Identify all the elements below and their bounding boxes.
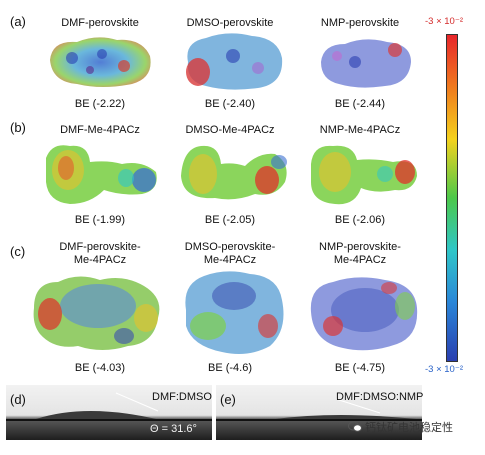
mol-title-c3-line2: Me-4PACz — [333, 254, 387, 266]
be-a1: BE (-2.22) — [74, 98, 126, 110]
mol-title-a1: DMF-perovskite — [61, 17, 139, 29]
panel-letter-c: (c) — [10, 244, 26, 259]
mol-title-b1: DMF-Me-4PACz — [60, 124, 140, 136]
mol-title-c1-line2: Me-4PACz — [73, 254, 127, 266]
be-c2: BE (-4.6) — [207, 362, 252, 374]
contact-angle-photo-d — [6, 385, 212, 440]
esp-surface-dmf-me4pacz — [38, 138, 163, 210]
panel-letter-a: (a) — [10, 14, 26, 29]
colorbar-bottom-label: -3 × 10⁻² — [425, 364, 464, 375]
esp-surface-dmso-perovskite — [178, 28, 288, 94]
be-b2: BE (-2.05) — [204, 214, 256, 226]
mol-title-c2-line2: Me-4PACz — [203, 254, 257, 266]
be-b1: BE (-1.99) — [74, 214, 126, 226]
be-c1: BE (-4.03) — [74, 362, 126, 374]
esp-surface-dmso-me4pacz — [175, 136, 295, 208]
mol-title-c2-line1: DMSO-perovskite- — [184, 241, 276, 253]
mol-title-a3: NMP-perovskite — [320, 17, 400, 29]
esp-surface-nmp-me4pacz — [305, 138, 423, 210]
be-a3: BE (-2.44) — [334, 98, 386, 110]
mol-title-a2: DMSO-perovskite — [186, 17, 274, 29]
be-a2: BE (-2.40) — [204, 98, 256, 110]
watermark-text: 钙钛矿电池稳定性 — [365, 422, 453, 434]
contact-angle-photo-e — [216, 385, 422, 440]
photo-d-label: DMF:DMSO — [152, 391, 212, 403]
colorbar — [446, 34, 458, 362]
mol-title-c1-line1: DMF-perovskite- — [59, 241, 141, 253]
photo-d-angle: Θ = 31.6° — [150, 423, 197, 435]
photo-e-label: DMF:DMSO:NMP — [336, 391, 424, 403]
esp-surface-dmf-perovskite-me4pacz — [28, 268, 168, 356]
colorbar-top-label: -3 × 10⁻² — [425, 16, 464, 27]
be-c3: BE (-4.75) — [334, 362, 386, 374]
panel-letter-e: (e) — [220, 392, 236, 407]
mol-title-c3-line1: NMP-perovskite- — [319, 241, 401, 253]
esp-surface-dmso-perovskite-me4pacz — [178, 266, 290, 358]
mol-title-b3: NMP-Me-4PACz — [319, 124, 401, 136]
panel-letter-b: (b) — [10, 120, 26, 135]
esp-surface-dmf-perovskite — [42, 30, 157, 92]
mol-title-b2: DMSO-Me-4PACz — [185, 124, 275, 136]
panel-letter-d: (d) — [10, 392, 26, 407]
esp-surface-nmp-perovskite — [315, 32, 415, 92]
esp-surface-nmp-perovskite-me4pacz — [305, 270, 423, 354]
be-b3: BE (-2.06) — [334, 214, 386, 226]
wechat-icon — [348, 420, 362, 432]
